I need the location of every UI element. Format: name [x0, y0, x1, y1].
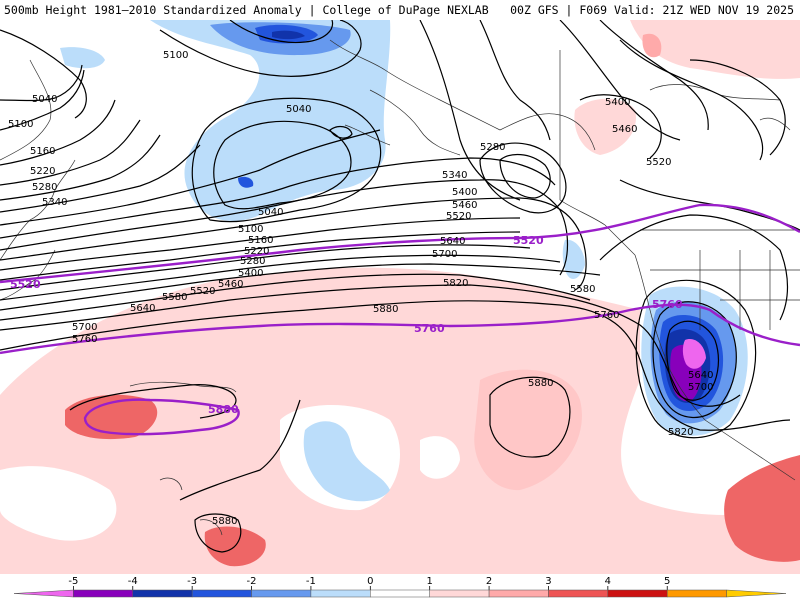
positive-anomaly-pacific	[0, 267, 800, 574]
label-5580-mid: 5580	[162, 292, 187, 303]
anomaly-colorbar: -5 -4 -3 -2 -1 0 1 2 3 4 5	[0, 574, 800, 600]
colorbar-tick-label: -5	[68, 576, 78, 587]
clim-5760-line	[0, 303, 800, 355]
colorbar-segment	[548, 589, 609, 598]
colorbar-tick-label: 1	[427, 576, 433, 587]
colorbar-segment	[726, 589, 787, 598]
label-5520-ne: 5520	[646, 157, 671, 168]
label-5640-mid: 5640	[130, 303, 155, 314]
label-5460-mid: 5460	[218, 279, 243, 290]
colorbar-segment	[73, 589, 134, 598]
label-5880-south: 5880	[212, 516, 237, 527]
label-5220-west: 5220	[30, 166, 55, 177]
colorbar-tick-label: 5	[664, 576, 670, 587]
clim-label-5760-east: 5760	[652, 298, 683, 311]
colorbar-segment	[13, 589, 74, 598]
label-5100-west: 5100	[8, 119, 33, 130]
label-5820-low: 5820	[668, 427, 693, 438]
label-5640-east: 5640	[440, 236, 465, 247]
climatology-contours	[0, 203, 800, 436]
label-5400-ne: 5400	[605, 97, 630, 108]
colorbar-tick-label: 2	[486, 576, 492, 587]
label-5340-west: 5340	[42, 197, 67, 208]
cutoff-low-anomaly	[641, 286, 748, 436]
label-5040-trough: 5040	[258, 207, 283, 218]
label-5040-alaska: 5040	[286, 104, 311, 115]
colorbar-tick-label: 3	[545, 576, 551, 587]
label-5580-coast: 5580	[570, 284, 595, 295]
label-5640-low: 5640	[688, 370, 713, 381]
label-5100-mid: 5100	[238, 224, 263, 235]
colorbar-tick-label: -4	[128, 576, 138, 587]
height-labels: 5100 5040 5100 5160 5220 5280 5340 5040 …	[8, 50, 713, 527]
label-5760-west: 5760	[72, 334, 97, 345]
label-5460-east: 5460	[452, 200, 477, 211]
colorbar-segment	[132, 589, 193, 598]
label-5400-mid: 5400	[238, 268, 263, 279]
positive-anomaly-southwest	[474, 369, 582, 491]
label-5820-mid: 5820	[443, 278, 468, 289]
label-5340-east: 5340	[442, 170, 467, 181]
anomaly-map: 5100 5040 5100 5160 5220 5280 5340 5040 …	[0, 20, 800, 574]
anomaly-shading	[0, 20, 800, 574]
colorbar-tick-label: -2	[247, 576, 257, 587]
label-5880-mid: 5880	[373, 304, 398, 315]
colorbar-tick-label: 4	[605, 576, 611, 587]
colorbar-tick-label: 0	[367, 576, 373, 587]
colorbar-segment	[607, 589, 668, 598]
colorbar-segment	[251, 589, 312, 598]
model-valid-time: 00Z GFS | F069 Valid: 21Z WED NOV 19 202…	[510, 3, 794, 17]
colorbar-segment	[370, 589, 430, 598]
height-contours	[0, 20, 800, 553]
label-5280-mid: 5280	[240, 256, 265, 267]
clim-label-5880: 5880	[208, 403, 239, 416]
clim-5520-line	[0, 203, 800, 284]
clim-label-5760-mid: 5760	[414, 322, 445, 335]
label-5760-coast: 5760	[594, 310, 619, 321]
label-5460-ne: 5460	[612, 124, 637, 135]
clim-label-5520-west: 5520	[10, 278, 41, 291]
label-5520-east: 5520	[446, 211, 471, 222]
label-5700-west: 5700	[72, 322, 97, 333]
colorbar-segment	[310, 589, 371, 598]
map-title: 500mb Height 1981–2010 Standardized Anom…	[4, 3, 489, 17]
label-5700-east: 5700	[432, 249, 457, 260]
label-5100-north: 5100	[163, 50, 188, 61]
colorbar-segment	[191, 589, 252, 598]
label-5280-east: 5280	[480, 142, 505, 153]
label-5700-low: 5700	[688, 382, 713, 393]
colorbar-segment	[429, 589, 490, 598]
label-5880-east: 5880	[528, 378, 553, 389]
label-5040-west: 5040	[32, 94, 57, 105]
label-5220-mid: 5220	[244, 246, 269, 257]
colorbar-segment	[488, 589, 549, 598]
positive-anomaly-west	[65, 394, 158, 440]
climatology-labels: 5520 5520 5760 5760 5880	[10, 234, 683, 416]
label-5520-mid: 5520	[190, 286, 215, 297]
colorbar-segment	[666, 589, 727, 598]
positive-anomaly-east	[724, 455, 800, 562]
header-bar: 500mb Height 1981–2010 Standardized Anom…	[0, 0, 800, 20]
label-5280-west: 5280	[32, 182, 57, 193]
colorbar-graphic: -5 -4 -3 -2 -1 0 1 2 3 4 5	[13, 576, 787, 598]
clim-label-5520-east: 5520	[513, 234, 544, 247]
colorbar-tick-label: -1	[306, 576, 316, 587]
colorbar-tick-label: -3	[187, 576, 197, 587]
label-5160-west: 5160	[30, 146, 55, 157]
label-5160-mid: 5160	[248, 235, 273, 246]
label-5400-east: 5400	[452, 187, 477, 198]
clim-5880-loop	[83, 398, 240, 436]
